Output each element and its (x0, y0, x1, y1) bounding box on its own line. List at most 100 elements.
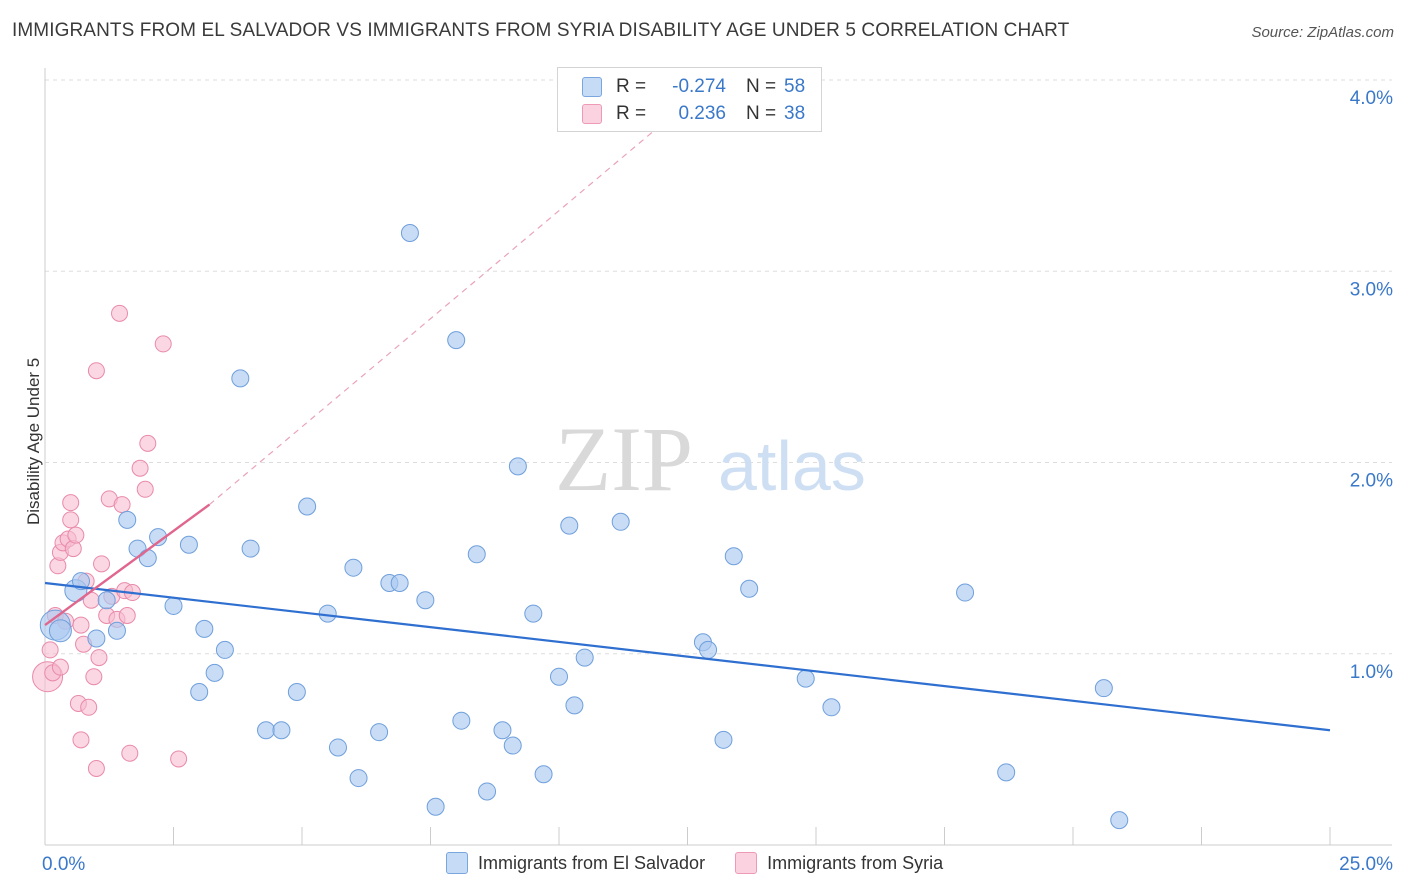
x-tick-label: 0.0% (42, 854, 85, 875)
syria-point (85, 668, 103, 686)
chart-title: IMMIGRANTS FROM EL SALVADOR VS IMMIGRANT… (12, 20, 1070, 41)
tick-labels: 1.0% 2.0% 3.0% 4.0% 0.0% 25.0% (42, 88, 1393, 875)
syria-point (118, 607, 136, 624)
el-salvador-point (344, 558, 363, 577)
el-salvador-point (87, 629, 106, 648)
legend-r-label: R = (616, 76, 647, 97)
data-points (32, 224, 1129, 830)
syria-point (131, 459, 149, 477)
syria-point (113, 496, 131, 514)
el-salvador-point (1110, 811, 1129, 830)
grid-lines (45, 79, 1392, 655)
el-salvador-point (390, 573, 409, 592)
series-swatch-pink (735, 852, 758, 874)
y-tick-label: 2.0% (1350, 471, 1393, 492)
series-label-el-salvador: Immigrants from El Salvador (478, 852, 706, 873)
legend-row-syria: R = 0.236 N = 38 (558, 101, 805, 127)
el-salvador-point (370, 723, 389, 742)
el-salvador-point (426, 797, 445, 816)
el-salvador-point (1094, 679, 1113, 698)
el-salvador-trend-line (44, 581, 1331, 732)
legend-r-value: -0.274 (672, 76, 726, 97)
el-salvador-point (524, 604, 543, 623)
el-salvador-point (71, 572, 90, 591)
el-salvador-point (195, 619, 214, 638)
el-salvador-point (956, 583, 975, 602)
el-salvador-point (298, 497, 317, 516)
correlation-legend: R = -0.274 N = 58 R = 0.236 N = 38 (557, 67, 822, 132)
el-salvador-point (318, 604, 337, 623)
syria-point (111, 304, 129, 322)
el-salvador-point (287, 683, 306, 701)
watermark-atlas: atlas (718, 427, 866, 505)
legend-r-label: R = (616, 103, 647, 124)
el-salvador-point (534, 765, 553, 784)
el-salvador-point (400, 224, 419, 242)
el-salvador-point (272, 721, 291, 740)
el-salvador-point (575, 648, 594, 667)
syria-point (121, 744, 139, 762)
el-salvador-point (416, 591, 435, 610)
watermark: ZIP atlas (555, 408, 866, 510)
syria-point (72, 616, 90, 634)
el-salvador-point (231, 369, 250, 388)
syria-point (90, 649, 108, 667)
el-salvador-point (48, 619, 72, 643)
legend-row-el-salvador: R = -0.274 N = 58 (558, 74, 805, 100)
syria-point (62, 494, 80, 512)
y-tick-label: 3.0% (1350, 279, 1393, 300)
el-salvador-point (550, 667, 568, 686)
syria-point (139, 434, 157, 452)
syria-trend-extension (209, 71, 724, 506)
syria-point (80, 698, 98, 716)
el-salvador-point (97, 591, 116, 610)
legend-n-label: N = (746, 103, 777, 124)
el-salvador-point (508, 457, 527, 476)
x-tick-label: 25.0% (1339, 854, 1393, 875)
el-salvador-point (447, 331, 466, 350)
series-label-syria: Immigrants from Syria (767, 852, 944, 873)
legend-r-value: 0.236 (678, 103, 726, 124)
el-salvador-point (714, 730, 733, 749)
series-legend: Immigrants from El Salvador Immigrants f… (446, 852, 973, 874)
el-salvador-point (205, 663, 224, 682)
el-salvador-point (740, 579, 759, 598)
syria-point (170, 750, 188, 768)
el-salvador-point (560, 516, 579, 535)
el-salvador-point (478, 782, 497, 801)
el-salvador-point (452, 711, 471, 730)
el-salvador-point (138, 549, 157, 568)
el-salvador-point (107, 621, 126, 640)
el-salvador-point (724, 547, 743, 566)
syria-point (154, 335, 172, 353)
el-salvador-point (241, 539, 260, 558)
el-salvador-point (796, 669, 815, 688)
source-label: Source: ZipAtlas.com (1251, 24, 1394, 41)
el-salvador-point (118, 510, 137, 529)
el-salvador-point (493, 721, 512, 740)
syria-point (62, 511, 80, 529)
el-salvador-point (503, 736, 522, 755)
syria-point (87, 362, 105, 380)
syria-trend-line (44, 503, 211, 627)
axes (44, 68, 1392, 846)
syria-point (51, 658, 69, 676)
series-legend-el-salvador: Immigrants from El Salvador (446, 852, 705, 874)
el-salvador-point (190, 683, 209, 701)
el-salvador-point (565, 696, 584, 715)
watermark-zip: ZIP (555, 408, 693, 510)
el-salvador-point (215, 640, 234, 659)
syria-point (67, 526, 85, 544)
syria-point (41, 641, 59, 659)
y-tick-label: 1.0% (1350, 662, 1393, 683)
legend-n-value: 38 (784, 103, 806, 124)
el-salvador-point (997, 763, 1016, 782)
series-swatch-blue (446, 852, 468, 874)
el-salvador-point (611, 512, 630, 531)
legend-swatch-pink (582, 104, 602, 124)
syria-point (136, 480, 154, 498)
legend-n-label: N = (746, 76, 777, 97)
el-salvador-point (179, 535, 198, 554)
el-salvador-point (699, 640, 718, 659)
